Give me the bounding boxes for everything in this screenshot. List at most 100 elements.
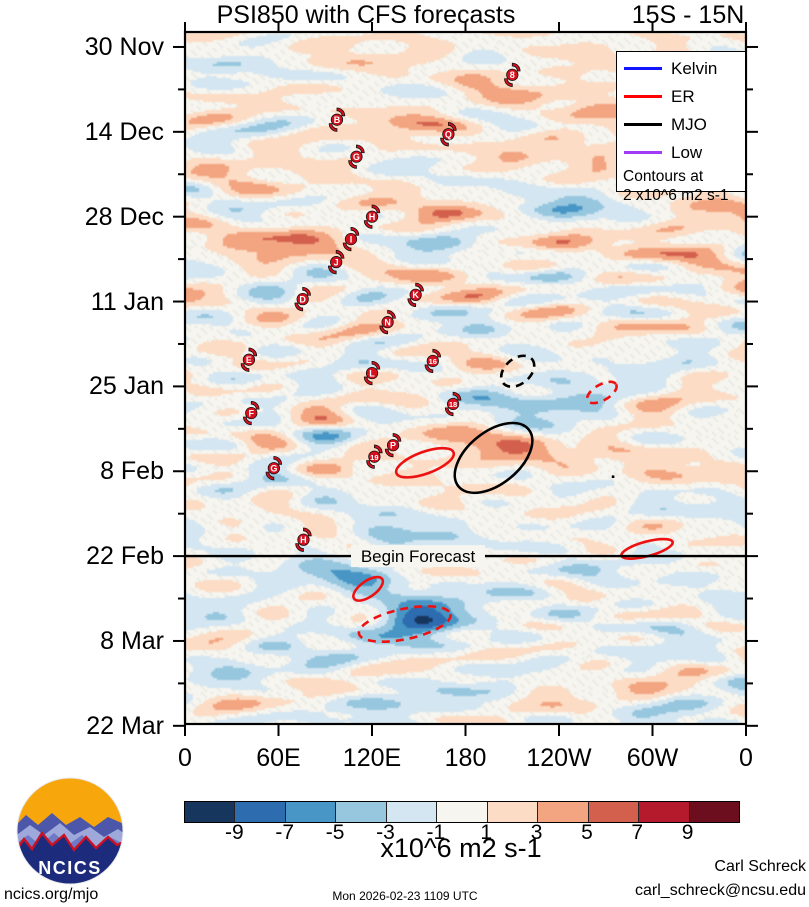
colorbar-segment (689, 802, 739, 822)
kelvin-line-swatch (624, 67, 662, 70)
footer-site-url: ncics.org/mjo (4, 886, 99, 903)
y-tick-label: 11 Jan (90, 287, 164, 316)
legend-label: MJO (671, 114, 707, 134)
x-tick-label: 120E (342, 744, 402, 772)
colorbar-segment (235, 802, 286, 822)
storm-track-markers: 8 B Q G H I J K D N E 16 L 18 F P 19 G H (240, 62, 521, 552)
colorbar-tick-label: -5 (325, 821, 345, 844)
y-tick-label: 30 Nov (84, 32, 164, 61)
storm-label: P (390, 440, 396, 450)
mjo-line-swatch (624, 123, 662, 126)
logo-red-ridgeline (17, 830, 123, 854)
colorbar-unit-label: x10^6 m2 s-1 (380, 833, 542, 863)
storm-label: G (270, 463, 277, 473)
colorbar-segment (285, 802, 337, 822)
ncics-logo: NCICS (16, 777, 124, 885)
y-tick-label: 28 Dec (84, 202, 164, 231)
colorbar-tick-label: -3 (376, 821, 395, 844)
colorbar-segment (588, 802, 640, 822)
storm-label: B (334, 115, 341, 125)
colorbar-segment (336, 802, 387, 822)
x-tick-label: 0 (178, 744, 192, 772)
begin-forecast-line: Begin Forecast (185, 545, 746, 568)
y-axis-labels: 30 Nov 14 Dec 28 Dec 11 Jan 25 Jan 8 Feb 22 Fe… (0, 32, 170, 739)
footer-credit-email: carl_schreck@ncsu.edu (635, 882, 806, 899)
colorbar-tick-label: -1 (426, 821, 446, 844)
colorbar-tick-label: 9 (681, 821, 694, 844)
x-tick-label: 120W (526, 744, 592, 772)
colorbar-tick-label: 1 (480, 821, 493, 844)
colorbar-segment (639, 802, 690, 822)
forecast-label-background (351, 545, 485, 568)
legend-label: Low (671, 142, 703, 162)
colorbar-tick-labels: -9 -7 -5 -3 -1 1 3 5 7 9 (184, 821, 738, 845)
legend-label: Kelvin (671, 58, 718, 78)
x-axis-labels: 0 60E 120E 180 120W 60W 0 (178, 744, 753, 774)
x-tick-label: 60E (256, 744, 301, 772)
storm-label: Q (445, 129, 452, 139)
footer-credit-name: Carl Schreck (714, 858, 806, 875)
er-line-swatch (624, 95, 662, 98)
storm-label: 16 (429, 357, 437, 366)
wave-contour-ellipses (352, 354, 675, 644)
colorbar-tick-label: -7 (275, 821, 295, 844)
colorbar-segment (538, 802, 589, 822)
colorbar-tick-label: 3 (530, 821, 543, 844)
storm-label: 19 (370, 453, 378, 462)
colorbar-tick-label: 5 (581, 821, 593, 844)
legend-item-mjo: MJO (617, 113, 745, 136)
colorbar-segment (386, 802, 438, 822)
mjo-wave-ellipse (499, 354, 536, 389)
storm-label: E (246, 355, 252, 365)
y-tick-label: 22 Mar (86, 711, 164, 740)
latitude-range-label: 15S - 15N (631, 1, 745, 29)
legend-item-low: Low (617, 141, 745, 164)
legend-item-er: ER (617, 85, 745, 108)
colorbar (184, 801, 740, 823)
colorbar-segment (487, 802, 539, 822)
mjo-wave-ellipse (453, 421, 534, 495)
y-tick-label: 22 Feb (86, 542, 164, 571)
storm-label: K (412, 290, 419, 300)
er-wave-ellipse (357, 604, 452, 644)
x-tick-label: 60W (626, 744, 679, 772)
storm-label: N (384, 317, 391, 327)
storm-label: H (300, 535, 307, 545)
storm-label: G (353, 152, 360, 162)
plot-overlay: Begin Forecast 8 B Q G H I J K D N E 16 L 18 F P 19 G H (173, 22, 758, 736)
storm-label: J (334, 257, 339, 267)
storm-label: D (299, 294, 306, 304)
footer-timestamp: Mon 2026-02-23 1109 UTC (332, 889, 478, 903)
colorbar-segment (185, 802, 236, 822)
contour-note-line2: 2 x10^6 m2 s-1 (623, 187, 729, 204)
colorbar-tick-label: -9 (225, 821, 244, 844)
x-tick-label: 0 (739, 744, 753, 772)
storm-label: 18 (449, 400, 457, 409)
er-wave-ellipse (620, 537, 675, 560)
y-tick-label: 25 Jan (88, 372, 164, 401)
y-tick-label: 8 Feb (100, 457, 164, 486)
storm-label: F (248, 408, 254, 418)
er-wave-ellipse (352, 575, 385, 602)
y-tick-label: 14 Dec (84, 117, 164, 146)
storm-label: L (369, 368, 375, 378)
legend-item-kelvin: Kelvin (617, 57, 745, 80)
storm-label: I (350, 234, 353, 244)
legend-box: Kelvin ER MJO Low Contours at 2 x10^6 m2… (616, 51, 746, 204)
y-tick-label: 8 Mar (100, 626, 164, 655)
er-wave-ellipse (394, 446, 456, 479)
axis-ticks (173, 22, 758, 736)
contour-note-line1: Contours at (623, 168, 704, 185)
colorbar-segment (437, 802, 488, 822)
storm-label: 8 (510, 70, 515, 80)
legend-label: ER (671, 86, 695, 106)
colorbar-tick-label: 7 (631, 821, 644, 844)
low-line-swatch (624, 151, 662, 154)
x-tick-label: 180 (444, 744, 487, 772)
er-wave-ellipse (585, 380, 618, 405)
logo-text: NCICS (38, 858, 102, 878)
begin-forecast-label: Begin Forecast (361, 547, 476, 566)
plot-frame (183, 30, 748, 726)
storm-label: H (369, 212, 376, 222)
